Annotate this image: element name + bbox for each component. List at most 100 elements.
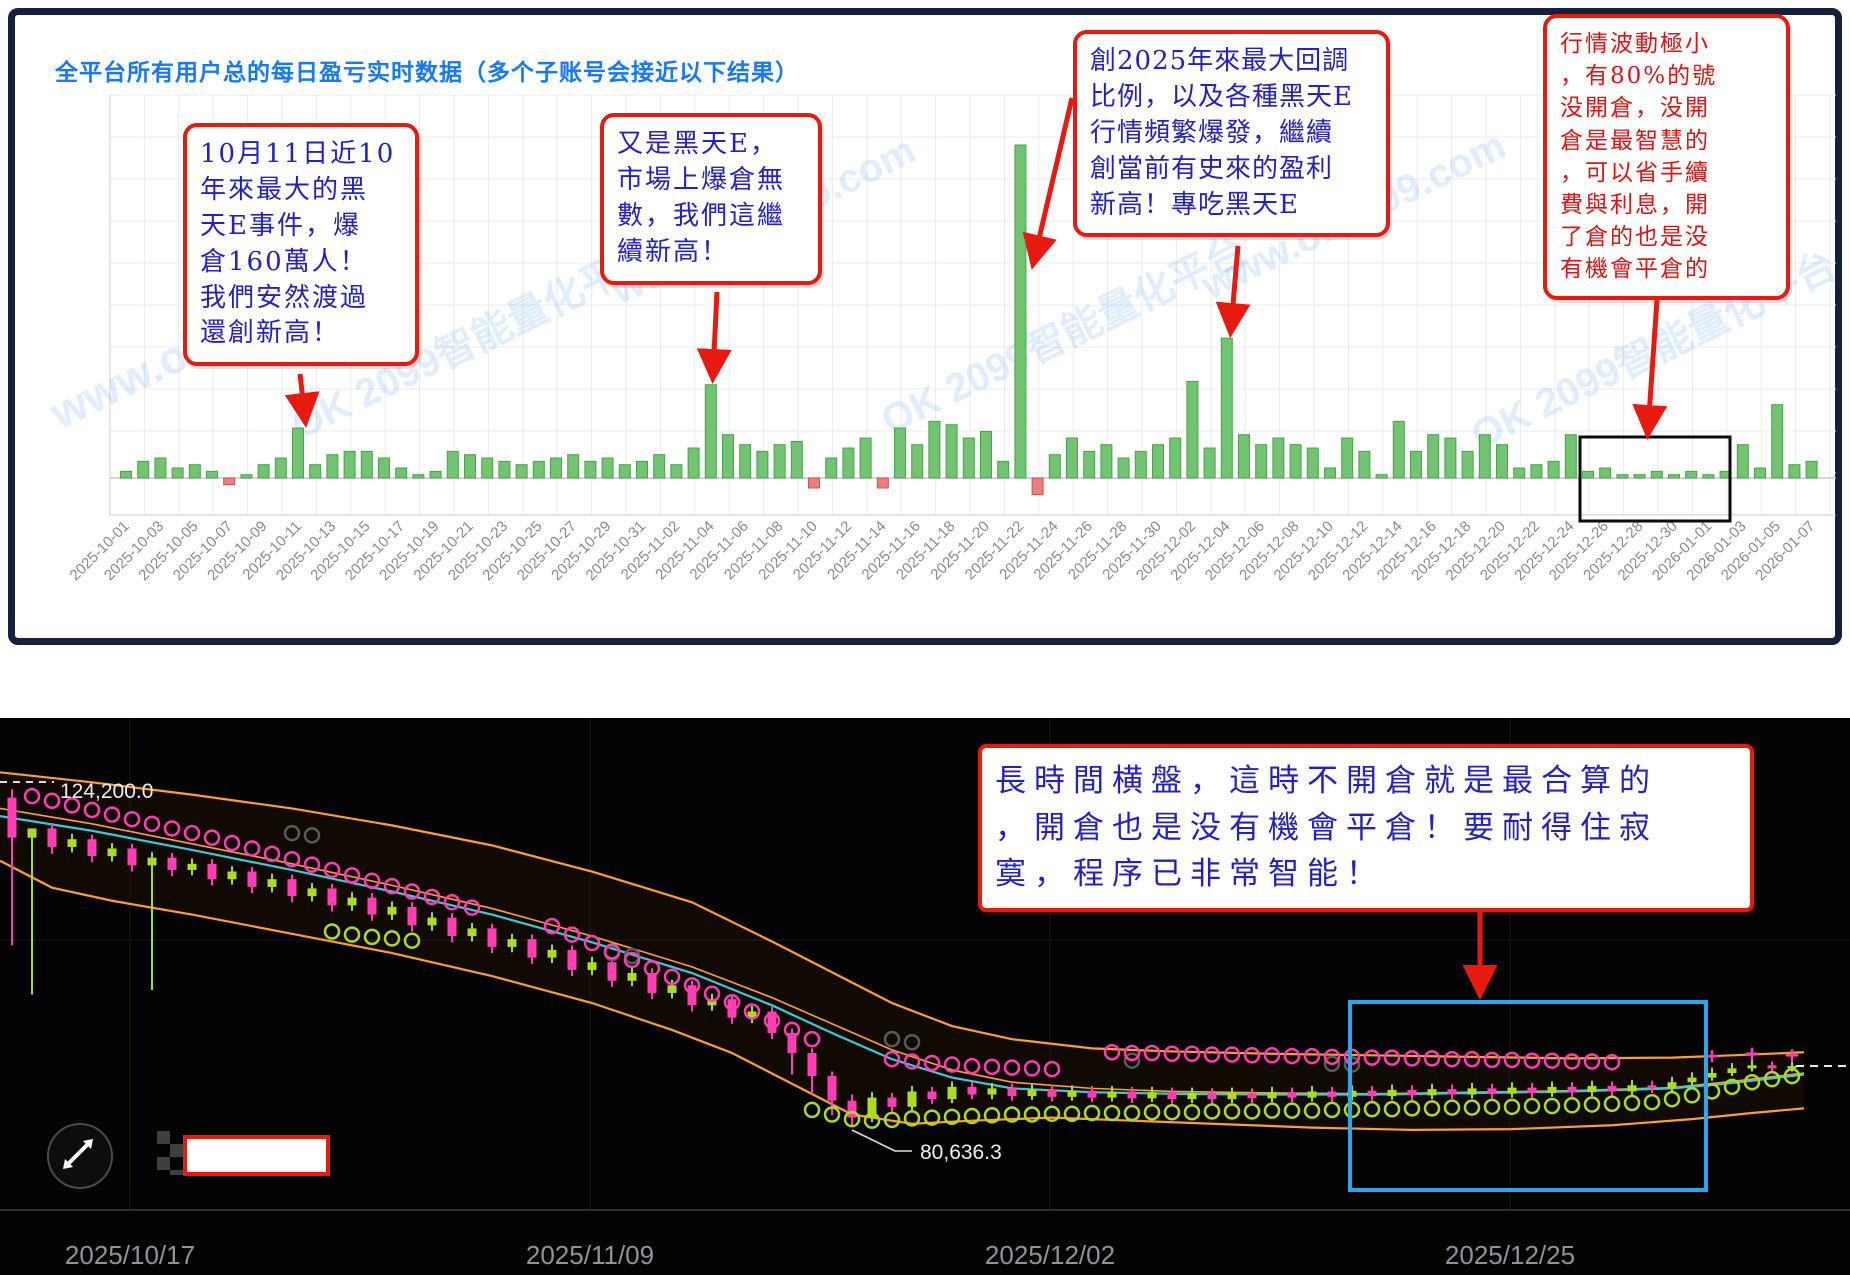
signal-plus-pink: [1786, 1049, 1798, 1062]
candle-body: [907, 1091, 917, 1107]
qr-pattern: [157, 1131, 183, 1175]
signal-dot-green: [1503, 1098, 1521, 1116]
signal-dot-gray: [883, 1030, 901, 1048]
signal-dot-pink: [1443, 1050, 1461, 1068]
candle-body: [147, 857, 157, 866]
signal-dot-pink: [63, 797, 81, 814]
signal-dot-green: [1523, 1097, 1541, 1115]
signal-dot-pink: [1303, 1047, 1321, 1065]
signal-dot-green: [823, 1106, 841, 1123]
signal-dot-pink: [1143, 1044, 1161, 1062]
signal-dot-green: [1123, 1104, 1141, 1122]
daily-pnl-bar: [1633, 474, 1646, 479]
signal-dot-green: [1243, 1103, 1261, 1120]
signal-dot-pink: [943, 1056, 961, 1073]
candle-body: [1607, 1086, 1617, 1092]
daily-pnl-bar: [137, 460, 150, 479]
price-label-high: 124,200.0: [60, 780, 153, 803]
annotation-box-oct11-blackswan: 10月11日近10 年來最大的黑 天E事件，爆 倉160萬人！ 我們安然渡過 還…: [183, 123, 419, 367]
signal-dot-green: [963, 1107, 981, 1125]
daily-pnl-bar: [894, 427, 906, 479]
daily-pnl-bar: [962, 437, 975, 479]
candle-body: [1527, 1087, 1537, 1093]
annotation-box-max-drawdown: 創2025年來最大回調 比例，以及各種黑天E 行情頻繁爆發，繼續 創當前有史來的…: [1073, 30, 1390, 238]
candle-body: [467, 928, 477, 937]
signal-dot-pink: [683, 977, 701, 994]
daily-pnl-bar: [1341, 437, 1354, 479]
signal-dot-pink: [1243, 1047, 1261, 1064]
daily-pnl-bar: [240, 474, 253, 479]
candle-body: [847, 1100, 857, 1118]
signal-dot-pink: [123, 810, 141, 828]
candle-body: [1047, 1089, 1057, 1097]
signal-dot-pink: [463, 899, 481, 916]
daily-pnl-bar: [928, 420, 941, 479]
signal-dot-green: [1403, 1100, 1421, 1117]
signal-dot-pink: [1543, 1052, 1561, 1069]
signal-dot-pink: [1483, 1051, 1501, 1069]
daily-pnl-bar: [343, 450, 356, 479]
candle-body: [627, 973, 637, 981]
signal-dot-pink: [83, 801, 101, 819]
signal-dot-pink: [343, 867, 361, 884]
daily-pnl-bar: [1513, 467, 1526, 479]
signal-dot-green: [1663, 1090, 1681, 1108]
candle-body: [407, 906, 417, 926]
signal-dot-pink: [43, 792, 61, 810]
daily-pnl-bar: [1169, 437, 1182, 479]
low-price-callout-line: [851, 1129, 912, 1152]
daily-pnl-bar: [395, 467, 408, 479]
daily-pnl-bar: [1771, 404, 1784, 479]
signal-dot-green: [1743, 1073, 1761, 1091]
daily-pnl-bar: [532, 460, 545, 479]
daily-pnl-bar: [842, 447, 855, 479]
daily-pnl-bar: [1427, 434, 1440, 479]
signal-dot-pink: [243, 840, 261, 857]
signal-dot-green: [1483, 1098, 1501, 1116]
signal-dot-pink: [1603, 1053, 1621, 1071]
signal-dot-pink: [1203, 1046, 1221, 1063]
candle-body: [287, 879, 297, 897]
daily-pnl-bar: [257, 464, 270, 479]
candle-body: [247, 871, 257, 887]
signal-dot-pink: [203, 829, 221, 846]
signal-dot-green: [1383, 1100, 1401, 1118]
candle-body: [227, 871, 237, 880]
daily-pnl-bar: [1410, 450, 1422, 479]
candle-body: [1667, 1082, 1677, 1089]
signal-dot-green: [1283, 1102, 1301, 1119]
signal-dot-pink: [1563, 1053, 1581, 1070]
candle-body: [127, 848, 137, 866]
signal-dot-pink: [1403, 1050, 1421, 1067]
candle-body: [207, 863, 217, 880]
signal-dot-green: [1303, 1102, 1321, 1119]
expand-button[interactable]: [47, 1123, 113, 1189]
daily-pnl-bar: [636, 460, 648, 479]
signal-dot-pink: [403, 883, 421, 900]
signal-dot-green: [1443, 1099, 1461, 1116]
daily-pnl-bar: [1066, 437, 1078, 479]
signal-dot-pink: [1583, 1053, 1601, 1070]
daily-pnl-bar: [1599, 467, 1612, 479]
candle-body: [327, 888, 337, 906]
candle-body: [1007, 1088, 1017, 1097]
signal-dot-pink: [603, 943, 621, 960]
candle-body: [1087, 1090, 1097, 1098]
candle-body: [27, 828, 37, 838]
signal-dot-pink: [803, 1030, 821, 1048]
daily-pnl-bar: [1650, 470, 1663, 479]
candle-body: [47, 828, 57, 847]
signal-dot-gray: [303, 827, 321, 844]
signal-dot-gray: [1123, 1052, 1141, 1069]
candle-body: [1727, 1068, 1737, 1073]
signal-dot-green: [863, 1112, 881, 1129]
daily-pnl-bar: [756, 450, 769, 479]
annotation-box-another-blackswan: 又是黑天E， 市場上爆倉無 數，我們這繼 續新高！: [600, 113, 822, 285]
daily-pnl-bar: [412, 474, 425, 479]
signal-dot-gray: [283, 824, 301, 842]
signal-dot-green: [1163, 1103, 1181, 1121]
candle-body: [167, 857, 177, 870]
signal-dot-pink: [1003, 1059, 1021, 1076]
candle-body: [267, 879, 277, 887]
